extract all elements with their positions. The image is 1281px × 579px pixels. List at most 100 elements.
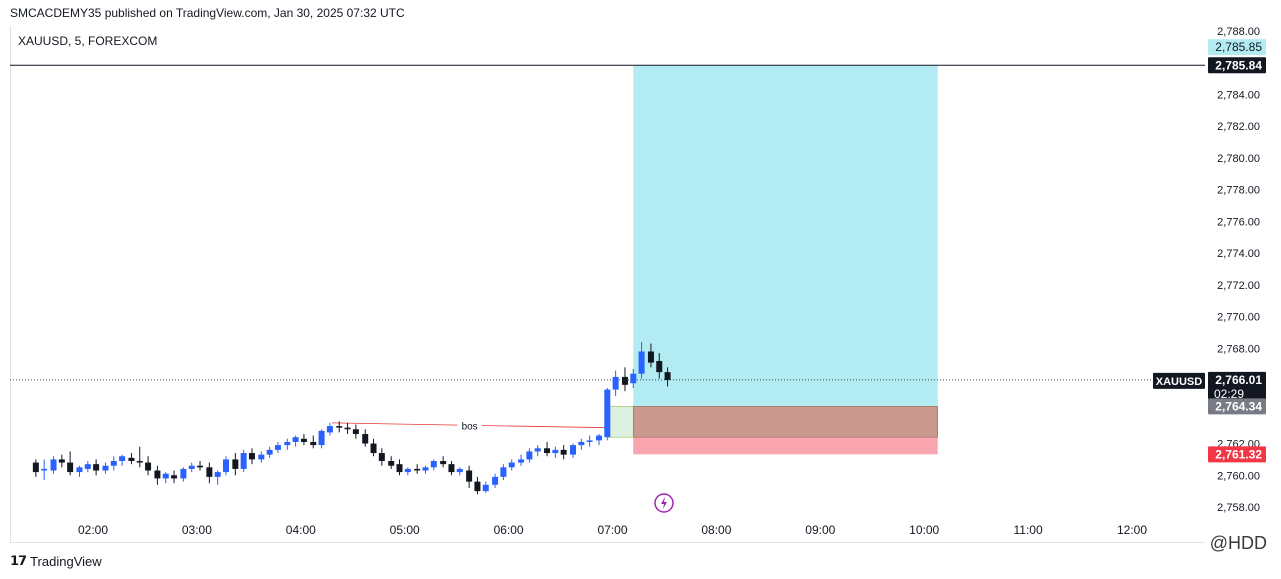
x-tick-label: 08:00 [701, 523, 731, 537]
candle-body[interactable] [534, 448, 541, 452]
candle-body[interactable] [508, 462, 515, 468]
candle-body[interactable] [58, 459, 65, 463]
price-axis-label [1208, 57, 1266, 74]
y-tick-label: 2,774.00 [1217, 248, 1260, 260]
price-axis-label [1208, 446, 1266, 463]
candle-body[interactable] [362, 434, 369, 444]
y-tick-label: 2,778.00 [1217, 185, 1260, 197]
x-tick-label: 07:00 [597, 523, 627, 537]
y-tick-label: 2,758.00 [1217, 502, 1260, 514]
candle-body[interactable] [32, 462, 39, 473]
candle-body[interactable] [370, 443, 377, 454]
candle-body[interactable] [266, 449, 273, 455]
candle-body[interactable] [578, 441, 585, 446]
candle-body[interactable] [388, 460, 395, 466]
candle-body[interactable] [466, 470, 473, 482]
x-tick-label: 03:00 [182, 523, 212, 537]
candle-body[interactable] [621, 376, 628, 385]
candle-body[interactable] [222, 459, 229, 473]
lightning-bolt-icon [661, 497, 667, 509]
y-tick-label: 2,760.00 [1217, 470, 1260, 482]
candle-body[interactable] [482, 484, 489, 492]
candle-body[interactable] [612, 376, 619, 390]
candle-body[interactable] [41, 468, 48, 471]
x-tick-label: 10:00 [909, 523, 939, 537]
candle-body[interactable] [50, 459, 57, 471]
candle-body[interactable] [595, 435, 602, 441]
candle-body[interactable] [656, 361, 663, 373]
candle-body[interactable] [206, 467, 213, 477]
candle-body[interactable] [102, 465, 109, 471]
price-axis-label [1208, 371, 1266, 402]
symbol-title: XAUUSD, 5, FOREXCOM [18, 34, 158, 48]
candle-body[interactable] [604, 389, 611, 438]
y-tick-label: 2,784.00 [1217, 89, 1260, 101]
candle-body[interactable] [560, 449, 567, 455]
candle-body[interactable] [638, 351, 645, 374]
candle-body[interactable] [552, 449, 559, 454]
candle-body[interactable] [180, 468, 187, 479]
candle-body[interactable] [404, 468, 411, 473]
tradingview-brand: TradingView [30, 553, 102, 569]
chart-frame [10, 26, 1205, 543]
watermark: @HDD [1209, 533, 1267, 553]
price-axis-label-text: 2,761.32 [1215, 447, 1262, 461]
candle-body[interactable] [396, 464, 403, 473]
candle-body[interactable] [318, 430, 325, 446]
candle-body[interactable] [232, 459, 239, 469]
candle-body[interactable] [647, 351, 654, 363]
entry-zone-overlap[interactable] [632, 406, 939, 438]
candle-body[interactable] [197, 465, 204, 468]
candle-body[interactable] [544, 448, 551, 454]
candle-body[interactable] [474, 481, 481, 492]
y-tick-label: 2,768.00 [1217, 343, 1260, 355]
candle-body[interactable] [630, 373, 637, 384]
candle-body[interactable] [378, 453, 385, 461]
candle-body[interactable] [310, 441, 317, 446]
x-tick-label: 05:00 [390, 523, 420, 537]
candle-body[interactable] [352, 429, 359, 435]
candle-body[interactable] [171, 475, 178, 479]
candle-body[interactable] [448, 464, 455, 473]
candle-body[interactable] [336, 426, 343, 428]
candle-body[interactable] [248, 453, 255, 460]
candle-body[interactable] [93, 464, 100, 471]
candle-body[interactable] [440, 460, 447, 465]
candle-body[interactable] [110, 460, 117, 466]
candle-body[interactable] [664, 372, 671, 381]
candle-body[interactable] [292, 437, 299, 442]
tradingview-logo[interactable]: 𝟭𝟳 TradingView [10, 553, 102, 569]
candle-body[interactable] [284, 441, 291, 446]
y-tick-label: 2,772.00 [1217, 280, 1260, 292]
symbol-tag-text: XAUUSD [1156, 376, 1203, 388]
candle-body[interactable] [76, 467, 83, 473]
candle-body[interactable] [526, 451, 533, 460]
candle-body[interactable] [422, 467, 429, 471]
candle-body[interactable] [188, 465, 195, 469]
candle-body[interactable] [492, 476, 499, 485]
candle-body[interactable] [430, 460, 437, 468]
candle-body[interactable] [326, 426, 333, 433]
candle-body[interactable] [67, 462, 74, 473]
candle-body[interactable] [240, 453, 247, 469]
candle-body[interactable] [162, 473, 169, 479]
candle-body[interactable] [84, 464, 91, 469]
candle-body[interactable] [128, 457, 135, 461]
candle-body[interactable] [136, 460, 143, 463]
candle-body[interactable] [344, 427, 351, 430]
candle-body[interactable] [456, 468, 463, 473]
candle-body[interactable] [214, 472, 221, 477]
candle-body[interactable] [500, 467, 507, 477]
candle-body[interactable] [274, 445, 281, 450]
candle-body[interactable] [300, 438, 307, 442]
candle-body[interactable] [119, 456, 126, 461]
candle-body[interactable] [518, 459, 525, 463]
candle-body[interactable] [414, 468, 421, 471]
target-zone[interactable] [633, 65, 938, 407]
candle-body[interactable] [154, 470, 161, 479]
candle-body[interactable] [570, 445, 577, 455]
candle-body[interactable] [145, 462, 152, 471]
candle-body[interactable] [586, 440, 593, 442]
candle-body[interactable] [258, 454, 265, 460]
